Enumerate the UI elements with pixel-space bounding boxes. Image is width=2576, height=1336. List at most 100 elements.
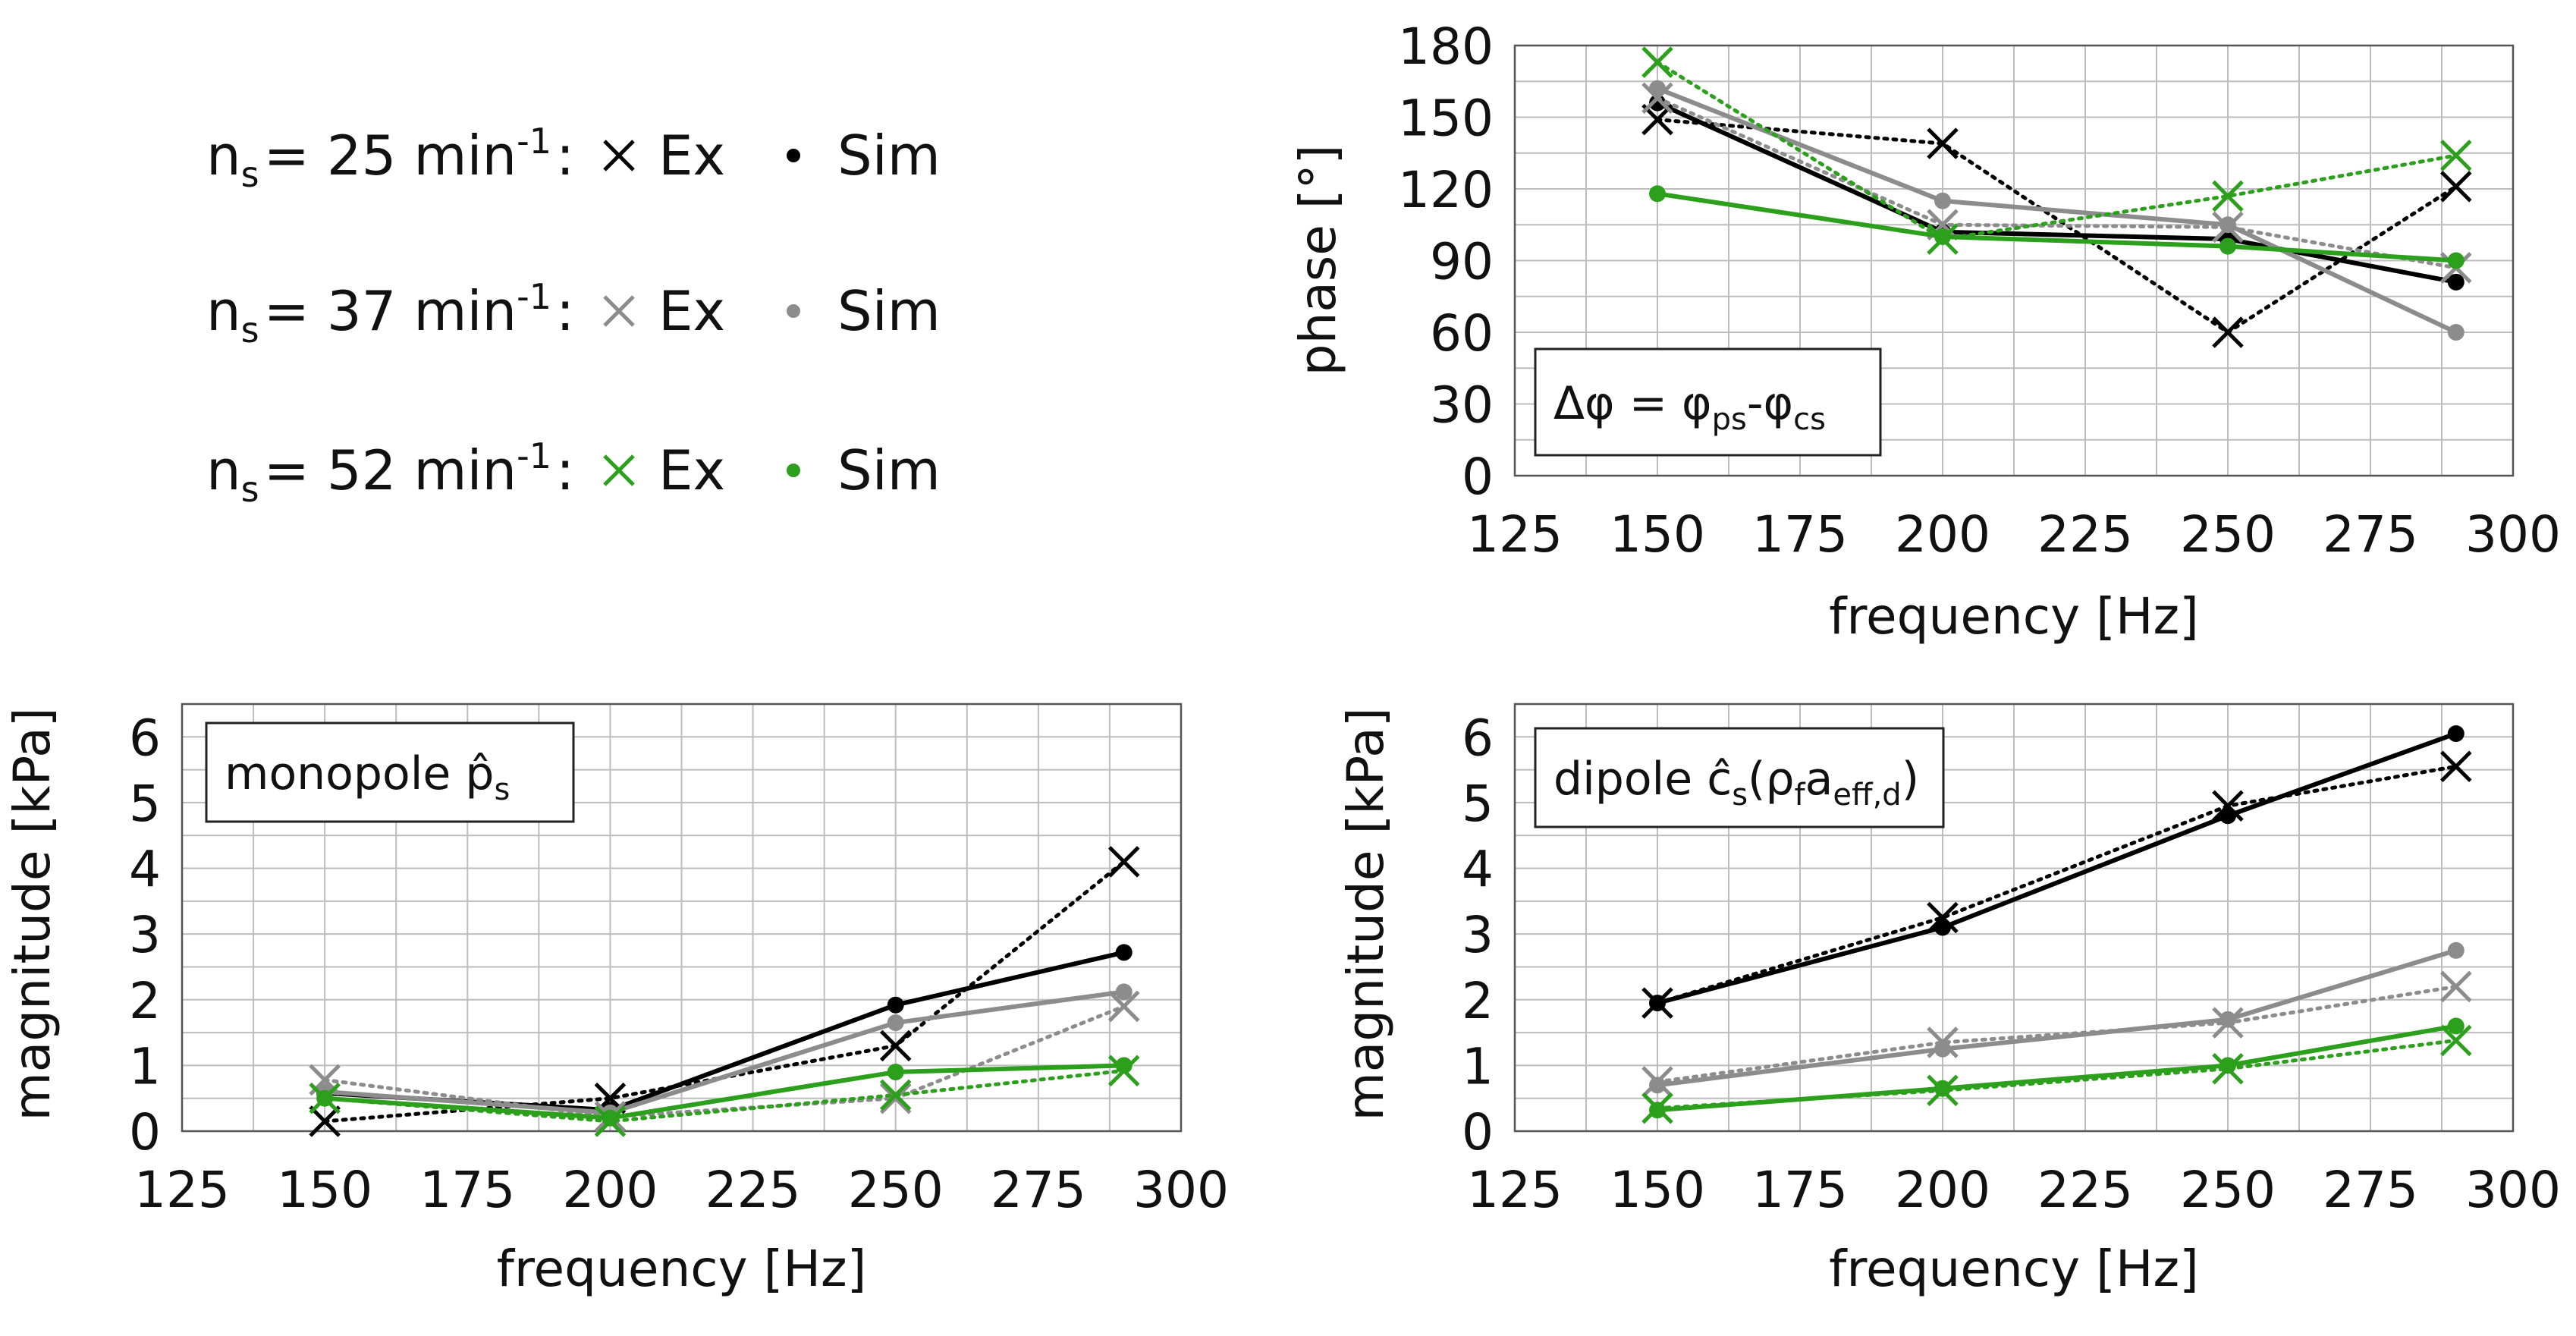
series-group: [1641, 46, 2472, 348]
data-point-s52-sim: [2219, 237, 2236, 255]
series-line-s52-ex: [322, 1068, 1126, 1124]
chart-dipole: 125 150 175 200 225 250 275 300 0 1 2 3 4 5 6 frequency…: [1337, 703, 2561, 1298]
y-axis-label: phase [°]: [1289, 145, 1347, 376]
x-tick-label: 175: [1752, 505, 1848, 564]
series-line-s37-sim: [1656, 86, 2458, 335]
annotation-box: [1534, 727, 1945, 828]
x-tick-label: 300: [2465, 1161, 2561, 1219]
data-point-s37-sim: [1934, 1040, 1951, 1058]
data-point-s37-sim: [1115, 983, 1132, 1001]
x-tick-label: 125: [1467, 1161, 1563, 1219]
data-point-s37-sim: [1649, 1077, 1666, 1094]
data-point-s25-sim: [1934, 919, 1951, 936]
y-tick-label: 180: [1398, 17, 1494, 76]
x-tick-label: 200: [1895, 1161, 1990, 1219]
data-point-s52-sim: [1934, 228, 1951, 245]
data-point-s37-sim: [2447, 941, 2464, 959]
series-line-s25-ex: [1655, 764, 2458, 1005]
data-point-s37-ex: [1107, 990, 1140, 1023]
x-tick-label: 175: [1752, 1161, 1848, 1219]
y-axis-label: magnitude [kPa]: [3, 708, 61, 1121]
x-tick-label: 250: [2180, 1161, 2276, 1219]
y-tick-label: 4: [129, 841, 161, 899]
data-point-s52-ex: [2212, 180, 2244, 212]
data-point-s37-ex: [879, 1082, 912, 1114]
data-point-s37-sim: [1934, 192, 1951, 209]
x-tick-label: 150: [277, 1161, 372, 1219]
data-point-s52-sim: [2447, 252, 2464, 269]
data-point-s52-sim: [1934, 1080, 1951, 1097]
y-tick-label: 150: [1398, 90, 1494, 148]
y-tick-label: 4: [1462, 841, 1494, 899]
data-point-s52-sim: [602, 1109, 619, 1127]
data-point-s25-sim: [2219, 807, 2236, 825]
x-tick-label: 125: [134, 1161, 230, 1219]
chart-phase: 125 150 175 200 225 250 275 300 0 30 60 90 120 150 180…: [1289, 17, 2561, 646]
data-point-s25-sim: [1649, 995, 1666, 1012]
legend-speed-label: ns= 37 min-1:: [206, 276, 574, 351]
legend-ex-marker: [603, 454, 635, 486]
data-point-s25-sim: [2447, 725, 2464, 742]
legend-sim-marker: [787, 149, 800, 162]
y-tick-label: 1: [1462, 1037, 1494, 1096]
x-tick-label: 150: [1610, 1161, 1705, 1219]
data-point-s52-ex: [2440, 140, 2472, 171]
annotation-text: monopole p̂s: [225, 747, 510, 807]
series-line-s52-sim: [324, 1063, 1124, 1121]
annotation-box: [1534, 347, 1882, 457]
data-point-s25-ex: [2212, 790, 2244, 822]
legend-ex-label: Ex: [658, 279, 725, 343]
y-tick-label: 2: [129, 972, 161, 1030]
y-tick-label: 0: [1462, 448, 1494, 506]
x-tick-label: 200: [562, 1161, 658, 1219]
series-line-s52-sim: [1657, 1023, 2457, 1113]
legend-sim-marker: [787, 464, 800, 477]
y-tick-label: 90: [1430, 233, 1494, 291]
series-line-s52-sim: [1657, 191, 2456, 263]
x-tick-label: 275: [2323, 1161, 2418, 1219]
data-point-s52-sim: [1649, 185, 1666, 203]
data-point-s25-ex: [309, 1105, 341, 1137]
y-tick-label: 6: [129, 709, 161, 767]
data-point-s52-sim: [316, 1089, 334, 1107]
legend-sim-label: Sim: [837, 279, 941, 343]
series-line-s37-ex: [1655, 96, 2458, 270]
y-tick-label: 5: [1462, 775, 1494, 833]
x-axis-label: frequency [Hz]: [1829, 1240, 2199, 1298]
x-tick-label: 150: [1610, 505, 1705, 564]
data-point-s37-sim: [887, 1014, 904, 1032]
data-point-s52-sim: [2219, 1057, 2236, 1074]
legend-sim-label: Sim: [837, 439, 941, 502]
annotation-box: [205, 721, 575, 823]
y-tick-label: 0: [129, 1103, 161, 1162]
series-line-s25-ex: [322, 860, 1126, 1124]
x-axis-label: frequency [Hz]: [497, 1240, 867, 1298]
data-point-s25-ex: [1107, 846, 1140, 878]
y-tick-label: 5: [129, 775, 161, 833]
y-axis-label: magnitude [kPa]: [1337, 708, 1395, 1121]
x-tick-label: 175: [419, 1161, 515, 1219]
series-line-s52-ex: [1655, 60, 2458, 241]
x-tick-label: 250: [848, 1161, 944, 1219]
y-tick-label: 60: [1430, 304, 1494, 363]
series-line-s37-sim: [1657, 948, 2457, 1088]
legend-ex-marker: [603, 140, 635, 171]
x-axis-label: frequency [Hz]: [1829, 587, 2199, 646]
series-group: [1641, 725, 2472, 1124]
y-tick-label: 3: [129, 906, 161, 964]
data-point-s37-sim: [2219, 216, 2236, 234]
data-point-s52-ex: [879, 1079, 912, 1111]
x-tick-label: 300: [1133, 1161, 1229, 1219]
data-point-s52-sim: [1115, 1057, 1132, 1074]
data-point-s25-ex: [1927, 901, 1959, 934]
y-tick-label: 2: [1462, 972, 1494, 1030]
data-point-s52-sim: [1649, 1102, 1666, 1119]
plot-frame: [1513, 44, 2515, 477]
series-line-s25-sim: [1656, 100, 2457, 284]
y-tick-label: 120: [1398, 161, 1494, 219]
legend-sim-label: Sim: [837, 124, 941, 187]
legend-sim-marker: [787, 304, 800, 318]
data-point-s25-sim: [1115, 944, 1132, 961]
data-point-s25-sim: [2447, 273, 2464, 291]
